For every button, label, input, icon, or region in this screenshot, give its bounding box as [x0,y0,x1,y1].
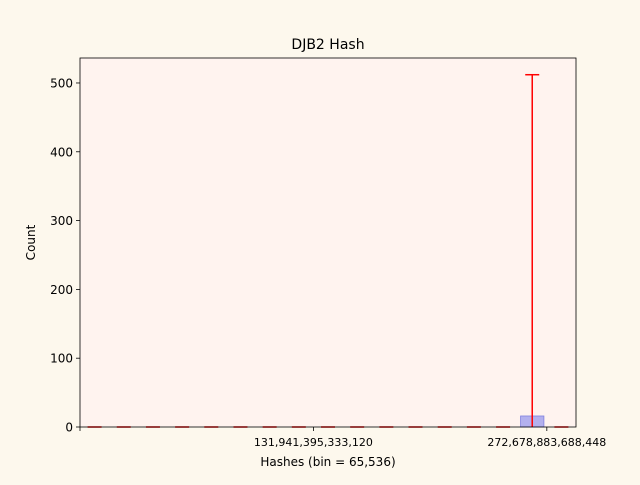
error-bar [525,73,540,427]
y-tick-label: 100 [50,352,73,366]
x-tick-label: 272,678,883,688,448 [487,436,606,449]
y-tick-label: 500 [50,76,73,90]
y-tick-label: 0 [65,421,73,435]
x-tick-label: 131,941,395,333,120 [254,436,373,449]
plot-area [80,58,576,427]
x-axis-label: Hashes (bin = 65,536) [260,455,395,469]
y-tick-label: 400 [50,145,73,159]
chart-title: DJB2 Hash [291,37,364,53]
y-axis-label: Count [24,224,38,260]
plot-frame [79,57,577,428]
y-tick-label: 300 [50,214,73,228]
y-tick-label: 200 [50,283,73,297]
